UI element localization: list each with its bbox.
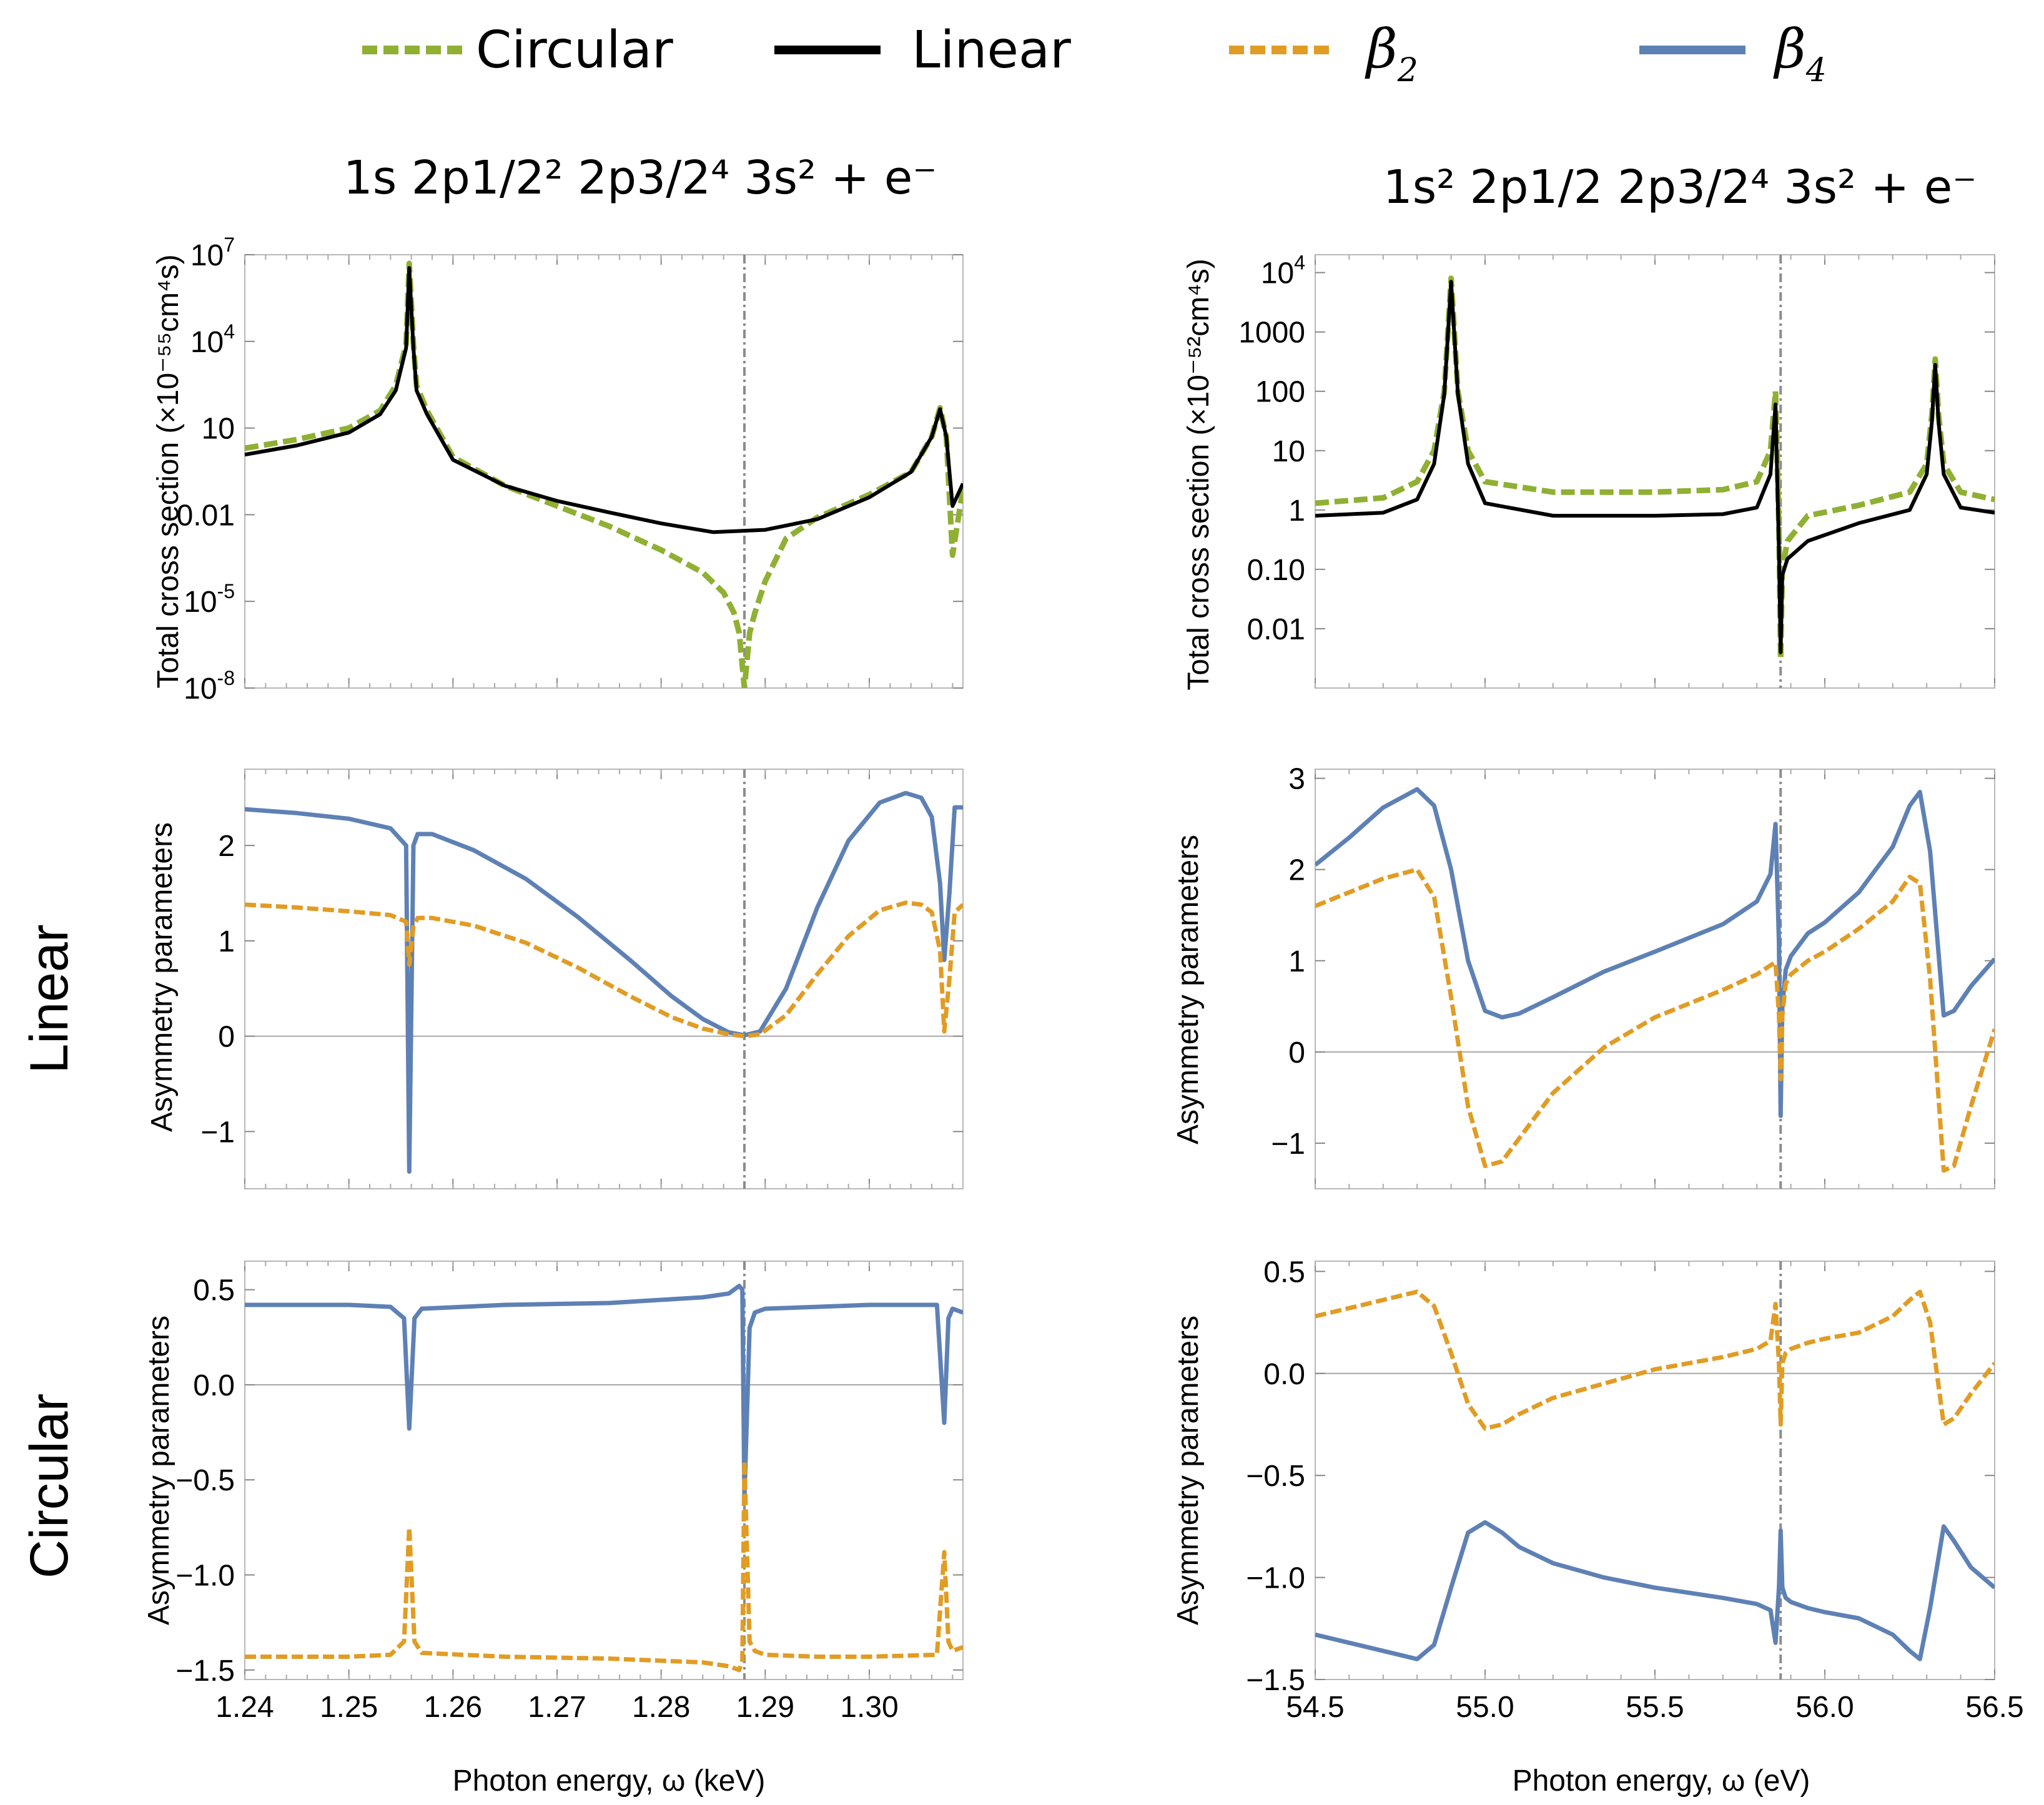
- y-tick-label: −0.5: [1246, 1460, 1305, 1493]
- legend-beta2-label: β2: [1365, 18, 1418, 89]
- legend: Circular Linear β2 β4: [362, 18, 1827, 89]
- panel-left-linear-asymmetry: −1 0 1 2: [200, 769, 964, 1189]
- y-tick-label: 107: [190, 234, 235, 272]
- plot-frame: [1315, 1261, 1995, 1680]
- right-xlabel: Photon energy, ω (eV): [1513, 1764, 1810, 1798]
- series-beta4: [245, 790, 963, 1174]
- row-label-linear: Linear: [19, 924, 79, 1073]
- left-linear-ylabel: Asymmetry parameters: [146, 822, 179, 1132]
- row-label-circular: Circular: [19, 1394, 79, 1578]
- y-tick-label: 3: [1288, 763, 1305, 796]
- y-tick-label: 1: [1288, 945, 1305, 978]
- y-tick-label: 1000: [1238, 317, 1305, 350]
- y-tick-label: −1: [1271, 1128, 1305, 1161]
- x-tick-label: 1.24: [215, 1691, 274, 1724]
- y-tick-label: 0.01: [1247, 613, 1305, 646]
- plot-frame: [1315, 254, 1995, 689]
- y-tick-label: 10: [1272, 435, 1305, 468]
- x-tick-label: 1.26: [424, 1691, 482, 1724]
- series-beta2: [245, 900, 963, 1039]
- x-tick-label: 55.0: [1456, 1691, 1514, 1724]
- x-tick-label: 1.28: [632, 1691, 690, 1724]
- y-tick-label: 104: [1261, 252, 1305, 290]
- y-tick-label: 100: [1255, 376, 1305, 409]
- series-beta4: [1315, 1520, 1995, 1661]
- legend-linear-label: Linear: [912, 21, 1071, 80]
- y-tick-label: 0.01: [177, 499, 235, 532]
- legend-item-linear: Linear: [774, 21, 1071, 80]
- x-tick-label: 56.0: [1795, 1691, 1854, 1724]
- y-tick-label: 0.0: [1263, 1358, 1305, 1391]
- series-beta4: [1315, 787, 1995, 1118]
- y-tick-label: 0.5: [193, 1274, 235, 1307]
- y-tick-label: 1: [218, 925, 235, 958]
- y-tick-label: −1: [200, 1116, 235, 1149]
- x-tick-label: 54.5: [1286, 1691, 1344, 1724]
- y-tick-label: 0.5: [1263, 1256, 1305, 1289]
- y-tick-label: 10-8: [184, 667, 235, 706]
- plot-frame: [244, 254, 964, 689]
- x-tick-label: 1.29: [736, 1691, 794, 1724]
- x-tick-label: 1.25: [320, 1691, 378, 1724]
- y-tick-label: 2: [218, 830, 235, 863]
- y-tick-label: 10: [202, 413, 235, 446]
- series-beta2: [1315, 1289, 1995, 1431]
- left-cs-ylabel: Total cross section (×10⁻⁵⁵cm⁴s): [152, 254, 185, 688]
- right-cs-ylabel: Total cross section (×10⁻⁵²cm⁴s): [1182, 258, 1215, 690]
- y-tick-label: 104: [190, 320, 235, 359]
- y-tick-label: −1.5: [175, 1655, 235, 1688]
- y-tick-label: −1.0: [1246, 1562, 1305, 1595]
- series-beta2: [1315, 867, 1995, 1173]
- y-tick-label: −0.5: [175, 1464, 235, 1497]
- y-tick-label: 0.0: [193, 1369, 235, 1402]
- plot-frame: [1315, 769, 1995, 1189]
- left-circular-ylabel: Asymmetry parameters: [142, 1316, 175, 1625]
- y-tick-label: −1.5: [1246, 1664, 1305, 1697]
- x-tick-label: 55.5: [1626, 1691, 1684, 1724]
- right-circular-ylabel: Asymmetry parameters: [1172, 1316, 1205, 1625]
- left-xlabel: Photon energy, ω (keV): [453, 1764, 766, 1798]
- series-circular: [1315, 275, 1995, 663]
- series-linear: [1315, 280, 1995, 654]
- legend-item-circular: Circular: [362, 21, 673, 80]
- panel-left-cross-section: 10-8 10-5 0.01 10 104 107: [177, 234, 964, 706]
- panel-right-linear-asymmetry: −1 0 1 2 3: [1271, 763, 1995, 1189]
- plot-frame: [244, 769, 964, 1189]
- x-tick-label: 56.5: [1965, 1691, 2023, 1724]
- y-tick-label: 0.10: [1247, 554, 1305, 587]
- series-linear: [245, 266, 963, 534]
- y-tick-label: 0: [1288, 1036, 1305, 1070]
- legend-circular-label: Circular: [476, 21, 673, 80]
- series-circular: [245, 260, 963, 688]
- y-tick-label: 10-5: [184, 580, 235, 619]
- legend-item-beta2: β2: [1229, 18, 1418, 89]
- left-column-title: 1s 2p1/2² 2p3/2⁴ 3s² + e⁻: [343, 151, 937, 205]
- y-tick-label: −1.0: [175, 1560, 235, 1593]
- panel-left-circular-asymmetry: 1.24 1.25 1.26 1.27 1.28 1.29 1.30 −1.5 −1.0 −0.5…: [175, 1261, 964, 1724]
- legend-item-beta4: β4: [1639, 18, 1827, 89]
- panel-right-circular-asymmetry: 54.5 55.0 55.5 56.0 56.5 −1.5 −1.0 −0.5 0.0 0.5: [1246, 1256, 2023, 1724]
- x-tick-label: 1.27: [528, 1691, 586, 1724]
- series-beta2: [245, 1458, 963, 1673]
- x-tick-label: 1.30: [840, 1691, 898, 1724]
- right-column-title: 1s² 2p1/2 2p3/2⁴ 3s² + e⁻: [1383, 160, 1977, 214]
- legend-beta4-label: β4: [1773, 18, 1827, 89]
- y-tick-label: 1: [1288, 494, 1305, 528]
- y-tick-label: 0: [218, 1021, 235, 1054]
- series-beta4: [245, 1284, 963, 1502]
- right-linear-ylabel: Asymmetry parameters: [1172, 835, 1205, 1144]
- panel-right-cross-section: 0.01 0.10 1 10 100 1000 104: [1238, 252, 1995, 689]
- plot-frame: [244, 1261, 964, 1680]
- y-tick-label: 2: [1288, 854, 1305, 887]
